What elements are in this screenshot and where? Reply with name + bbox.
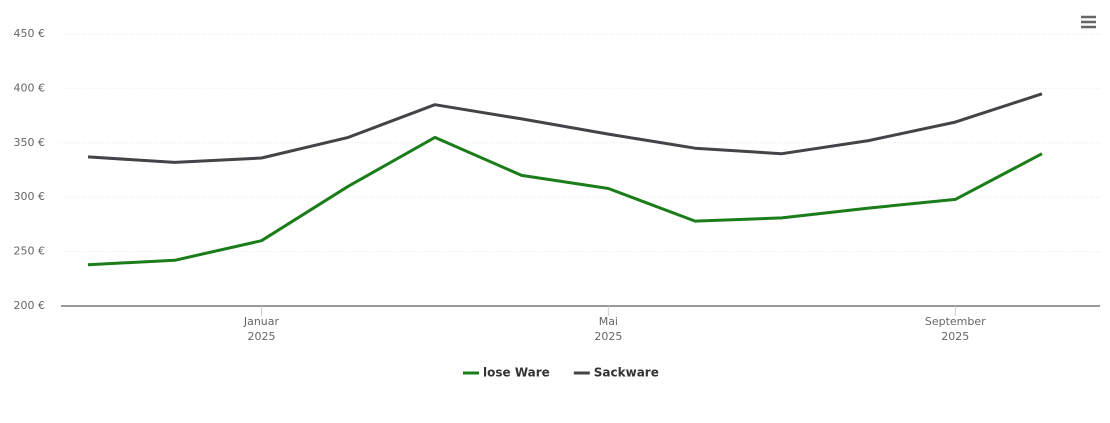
- menu-button[interactable]: [1078, 12, 1100, 32]
- series-line: [87, 92, 1043, 164]
- x-tick-year: 2025: [247, 330, 275, 343]
- series-line: [87, 135, 1043, 267]
- menu-icon[interactable]: [1081, 15, 1096, 29]
- y-tick-label: 200 €: [14, 299, 46, 312]
- legend-label: lose Ware: [483, 366, 550, 380]
- y-tick-label: 250 €: [14, 245, 46, 258]
- legend-label: Sackware: [594, 366, 659, 380]
- x-tick-year: 2025: [941, 330, 969, 343]
- y-tick-label: 400 €: [14, 81, 46, 94]
- y-tick-label: 450 €: [14, 27, 46, 40]
- x-tick-label: Januar: [243, 315, 280, 328]
- x-tick-label: Mai: [599, 315, 618, 328]
- x-tick-label: September: [925, 315, 986, 328]
- x-tick-year: 2025: [594, 330, 622, 343]
- y-tick-label: 300 €: [14, 190, 46, 203]
- y-tick-label: 350 €: [14, 136, 46, 149]
